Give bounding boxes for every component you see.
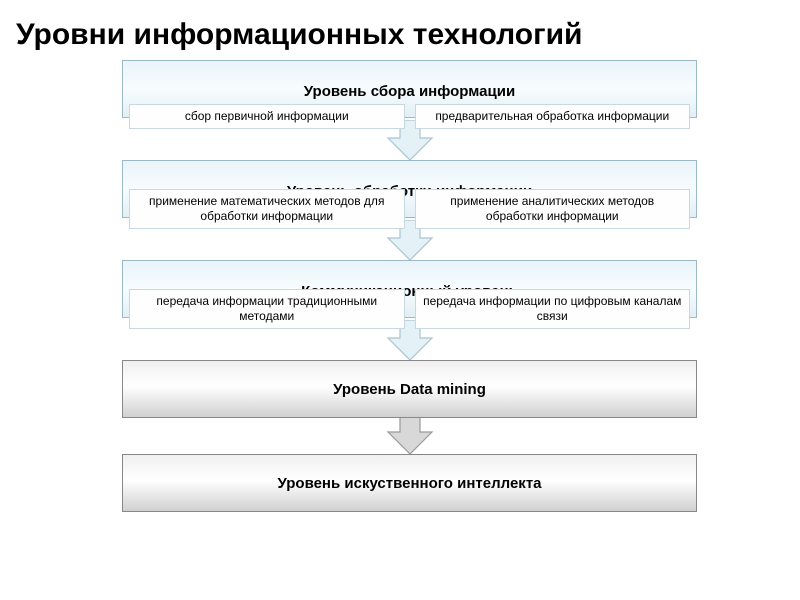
- level-2-subs: применение математических методов для об…: [123, 189, 696, 229]
- level-1-sub-1: сбор первичной информации: [129, 104, 405, 129]
- level-3: Коммуникационный уровень передача информ…: [122, 260, 697, 318]
- level-3-sub-2: передача информации по цифровым каналам …: [415, 289, 691, 329]
- level-2-sub-2: применение аналитических методов обработ…: [415, 189, 691, 229]
- level-4-label: Уровень Data mining: [333, 381, 486, 398]
- level-2-sub-1: применение математических методов для об…: [129, 189, 405, 229]
- page-title: Уровни информационных технологий: [0, 0, 800, 60]
- level-5: Уровень искуственного интеллекта: [122, 454, 697, 512]
- level-1: Уровень сбора информации сбор первичной …: [122, 60, 697, 118]
- arrow-shape: [388, 414, 432, 454]
- arrow-down-icon: [382, 414, 438, 454]
- level-1-label: Уровень сбора информации: [123, 83, 696, 100]
- level-3-subs: передача информации традиционными метода…: [123, 289, 696, 329]
- level-3-sub-1: передача информации традиционными метода…: [129, 289, 405, 329]
- arrow-4: [122, 414, 697, 454]
- level-1-sub-2: предварительная обработка информации: [415, 104, 691, 129]
- level-5-label: Уровень искуственного интеллекта: [277, 475, 541, 492]
- flow-diagram: Уровень сбора информации сбор первичной …: [122, 60, 697, 512]
- level-1-subs: сбор первичной информации предварительна…: [123, 104, 696, 129]
- level-4: Уровень Data mining: [122, 360, 697, 418]
- level-2: Уровень обработки информации применение …: [122, 160, 697, 218]
